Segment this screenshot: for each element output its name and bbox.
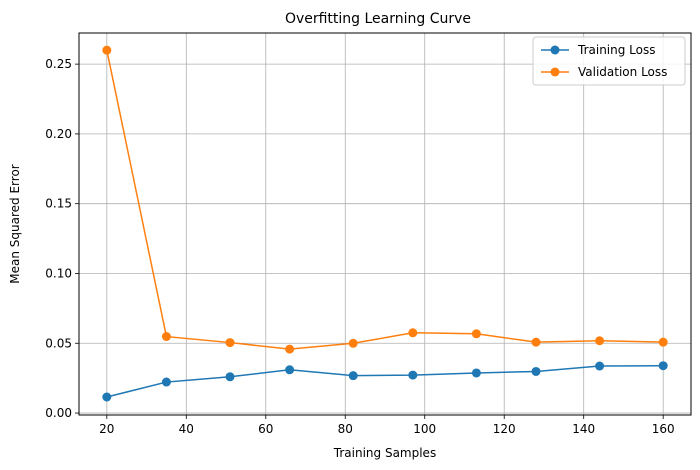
training-loss-point	[408, 370, 418, 380]
validation-loss-point	[285, 344, 295, 354]
series-layer	[102, 45, 668, 402]
y-axis-label: Mean Squared Error	[8, 164, 22, 284]
x-tick-label: 20	[99, 422, 114, 436]
validation-loss-point	[102, 45, 112, 55]
x-tick-label: 160	[652, 422, 675, 436]
x-tick-label: 140	[572, 422, 595, 436]
y-tick-label: 0.20	[45, 127, 72, 141]
x-tick-label: 60	[258, 422, 273, 436]
training-loss-point	[161, 377, 171, 387]
validation-loss-line	[106, 50, 664, 350]
validation-loss-legend-marker	[550, 67, 560, 77]
y-tick-label: 0.25	[45, 57, 72, 71]
training-loss-point	[285, 365, 295, 375]
training-loss-point	[471, 368, 481, 378]
validation-loss-point	[531, 337, 541, 347]
legend-box	[532, 36, 686, 86]
y-tick-label: 0.00	[45, 406, 72, 420]
y-tick-label: 0.15	[45, 197, 72, 211]
grid	[79, 33, 691, 415]
validation-loss-point	[658, 337, 668, 347]
x-axis-ticks: 20 40 60 80 100 120 140 160	[99, 415, 675, 436]
plot-frame	[78, 32, 692, 416]
validation-loss-point	[161, 332, 171, 342]
validation-loss-series	[102, 45, 668, 354]
training-loss-legend-label: Training Loss	[577, 43, 655, 57]
chart-title: Overfitting Learning Curve	[285, 11, 471, 27]
validation-loss-point	[471, 329, 481, 339]
x-tick-label: 40	[179, 422, 194, 436]
training-loss-point	[658, 361, 668, 371]
training-loss-point	[225, 372, 235, 382]
training-loss-point	[595, 361, 605, 371]
validation-loss-point	[408, 328, 418, 338]
y-tick-label: 0.10	[45, 266, 72, 280]
training-loss-line	[106, 364, 664, 398]
training-loss-legend-marker	[550, 45, 560, 55]
validation-loss-point	[225, 338, 235, 348]
training-loss-series	[102, 361, 668, 402]
training-loss-point	[102, 392, 112, 402]
training-loss-point	[531, 366, 541, 376]
x-tick-label: 80	[338, 422, 353, 436]
y-axis-ticks: 0.00 0.05 0.10 0.15 0.20 0.25	[45, 57, 79, 420]
legend: Training Loss Validation Loss	[532, 36, 686, 86]
validation-loss-point	[348, 338, 358, 348]
y-tick-label: 0.05	[45, 336, 72, 350]
validation-loss-point	[595, 336, 605, 346]
x-axis-label: Training Samples	[333, 446, 436, 460]
training-loss-point	[348, 371, 358, 381]
x-tick-label: 120	[493, 422, 516, 436]
x-tick-label: 100	[413, 422, 436, 436]
validation-loss-legend-label: Validation Loss	[578, 65, 667, 79]
